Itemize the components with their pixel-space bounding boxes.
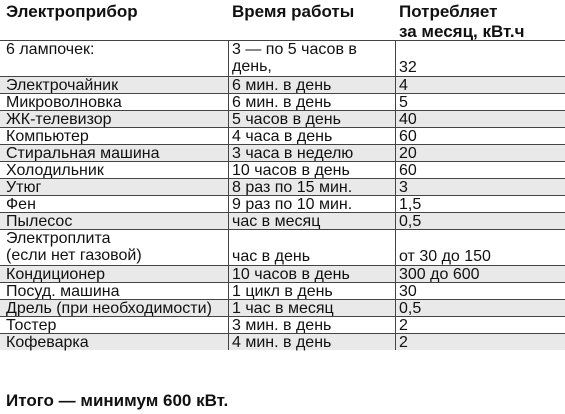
- cell-device: Посуд. машина: [6, 283, 120, 300]
- header-device: Электроприбор: [6, 2, 138, 21]
- cell-consumption: 5: [399, 94, 408, 111]
- table-row: Холодильник 10 часов в день 60: [0, 161, 565, 179]
- cell-time: 8 раз по 15 мин.: [232, 179, 353, 196]
- cell-time: 3 часа в неделю: [232, 145, 354, 162]
- header-time: Время работы: [232, 2, 355, 21]
- cell-consumption: 0,5: [399, 300, 422, 317]
- cell-device: Фен: [6, 196, 36, 213]
- cell-consumption: 20: [399, 145, 417, 162]
- cell-device: Кондиционер: [6, 266, 105, 283]
- table-body: 6 лампочек:3 — по 5 часов в день, осталь…: [0, 40, 565, 351]
- table-header: Электроприбор Время работы Потребляет за…: [0, 0, 565, 42]
- cell-device: Дрель (при необходимости): [6, 300, 212, 317]
- cell-consumption: от 30 до 150: [399, 248, 491, 265]
- table-row: ЖК-телевизор 5 часов в день 40: [0, 110, 565, 128]
- cell-device: Тостер: [6, 317, 57, 334]
- cell-consumption: 32: [399, 59, 417, 76]
- cell-consumption: 2: [399, 334, 408, 351]
- table-row: Тостер 3 мин. в день 2: [0, 316, 565, 334]
- cell-time: 10 часов в день: [232, 266, 350, 283]
- cell-device: ЖК-телевизор: [6, 111, 112, 128]
- cell-consumption: 1,5: [399, 196, 422, 213]
- cell-consumption: 2: [399, 317, 408, 334]
- cell-device: Пылесос: [6, 213, 73, 230]
- table-row: Утюг 8 раз по 15 мин. 3: [0, 178, 565, 196]
- header-consumption: Потребляет за месяц, кВт.ч: [399, 2, 525, 41]
- cell-consumption: 3: [399, 179, 408, 196]
- cell-consumption: 40: [399, 111, 417, 128]
- cell-device: Кофеварка: [6, 334, 89, 351]
- cell-time: 9 раз по 10 мин.: [232, 196, 353, 213]
- cell-time: час в день: [232, 248, 311, 265]
- table-row: Электроплита (если нет газовой) час в ден…: [0, 229, 565, 265]
- table-row: Электрочайник 6 мин. в день 4: [0, 76, 565, 94]
- table-row: Посуд. машина 1 цикл в день 30: [0, 282, 565, 300]
- cell-time: 1 цикл в день: [232, 283, 333, 300]
- table-footer: Итого — минимум 600 кВт.: [0, 390, 565, 414]
- table-row: Кофеварка 4 мин. в день 2: [0, 333, 565, 351]
- cell-device: Холодильник: [6, 162, 104, 179]
- cell-time: 3 мин. в день: [232, 317, 332, 334]
- cell-consumption: 30: [399, 283, 417, 300]
- cell-consumption: 60: [399, 162, 417, 179]
- table-row: Кондиционер 10 часов в день 300 до 600: [0, 265, 565, 283]
- cell-time: час в месяц: [232, 213, 321, 230]
- cell-time: 4 часа в день: [232, 128, 333, 145]
- table-row: Дрель (при необходимости) 1 час в месяц 0,…: [0, 299, 565, 317]
- table-row: Пылесос час в месяц 0,5: [0, 212, 565, 230]
- column-divider: [395, 40, 396, 350]
- table-row: Фен 9 раз по 10 мин. 1,5: [0, 195, 565, 213]
- table-row: Микроволновка 6 мин. в день 5: [0, 93, 565, 111]
- cell-device: Электроплита (если нет газовой): [6, 230, 142, 264]
- table-row: 6 лампочек:3 — по 5 часов в день, осталь…: [0, 40, 565, 92]
- cell-time: 6 мин. в день: [232, 77, 332, 94]
- cell-time: 10 часов в день: [232, 162, 350, 179]
- total-note: Итого — минимум 600 кВт.: [6, 391, 229, 410]
- cell-consumption: 4: [399, 77, 408, 94]
- cell-time: 4 мин. в день: [232, 334, 332, 351]
- column-divider: [228, 40, 229, 350]
- cell-device: 6 лампочек:: [6, 41, 95, 58]
- cell-time: 6 мин. в день: [232, 94, 332, 111]
- table-row: Компьютер 4 часа в день 60: [0, 127, 565, 145]
- cell-device: Микроволновка: [6, 94, 122, 111]
- cell-consumption: 0,5: [399, 213, 422, 230]
- cell-consumption: 60: [399, 128, 417, 145]
- cell-device: Стиральная машина: [6, 145, 160, 162]
- table-row: Стиральная машина 3 часа в неделю 20: [0, 144, 565, 162]
- cell-time: 5 часов в день: [232, 111, 341, 128]
- cell-device: Утюг: [6, 179, 42, 196]
- cell-time: 1 час в месяц: [232, 300, 334, 317]
- cell-consumption: 300 до 600: [399, 266, 480, 283]
- cell-device: Компьютер: [6, 128, 89, 145]
- cell-device: Электрочайник: [6, 77, 119, 94]
